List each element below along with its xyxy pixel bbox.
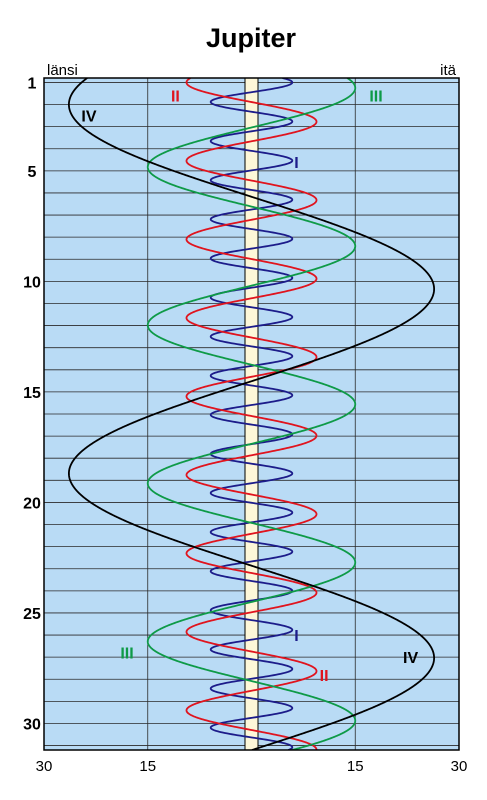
- y-tick-label: 10: [23, 274, 41, 291]
- moon-label-III: III: [369, 89, 382, 106]
- y-tick-label: 15: [23, 385, 41, 402]
- plot-frame: [43, 77, 460, 751]
- orbit-line-I: [209, 78, 294, 750]
- moon-label-III: III: [120, 646, 133, 663]
- orbit-line-IV: [68, 78, 436, 750]
- y-tick-label: 25: [23, 606, 41, 623]
- x-tick-label: 30: [451, 758, 468, 775]
- moon-label-II: II: [171, 89, 180, 106]
- y-tick-label: 20: [23, 495, 41, 512]
- moon-orbits: [68, 78, 436, 750]
- y-tick-label: 1: [28, 75, 37, 92]
- moon-label-IV: IV: [81, 109, 96, 126]
- direction-right-label: itä: [440, 62, 457, 79]
- x-axis-ticks: 30 15 15 30: [36, 758, 468, 775]
- x-tick-label: 30: [36, 758, 53, 775]
- direction-left-label: länsi: [47, 62, 78, 79]
- moon-label-II: II: [320, 668, 329, 685]
- y-tick-label: 5: [28, 164, 37, 181]
- x-tick-label: 15: [347, 758, 364, 775]
- moon-label-IV: IV: [403, 650, 418, 667]
- orbit-line-II: [185, 78, 318, 750]
- moon-label-I: I: [294, 628, 298, 645]
- moon-label-I: I: [294, 155, 298, 172]
- x-tick-label: 15: [139, 758, 156, 775]
- orbit-line-III: [146, 78, 357, 750]
- y-tick-label: 30: [23, 716, 41, 733]
- chart-title: Jupiter: [206, 23, 297, 53]
